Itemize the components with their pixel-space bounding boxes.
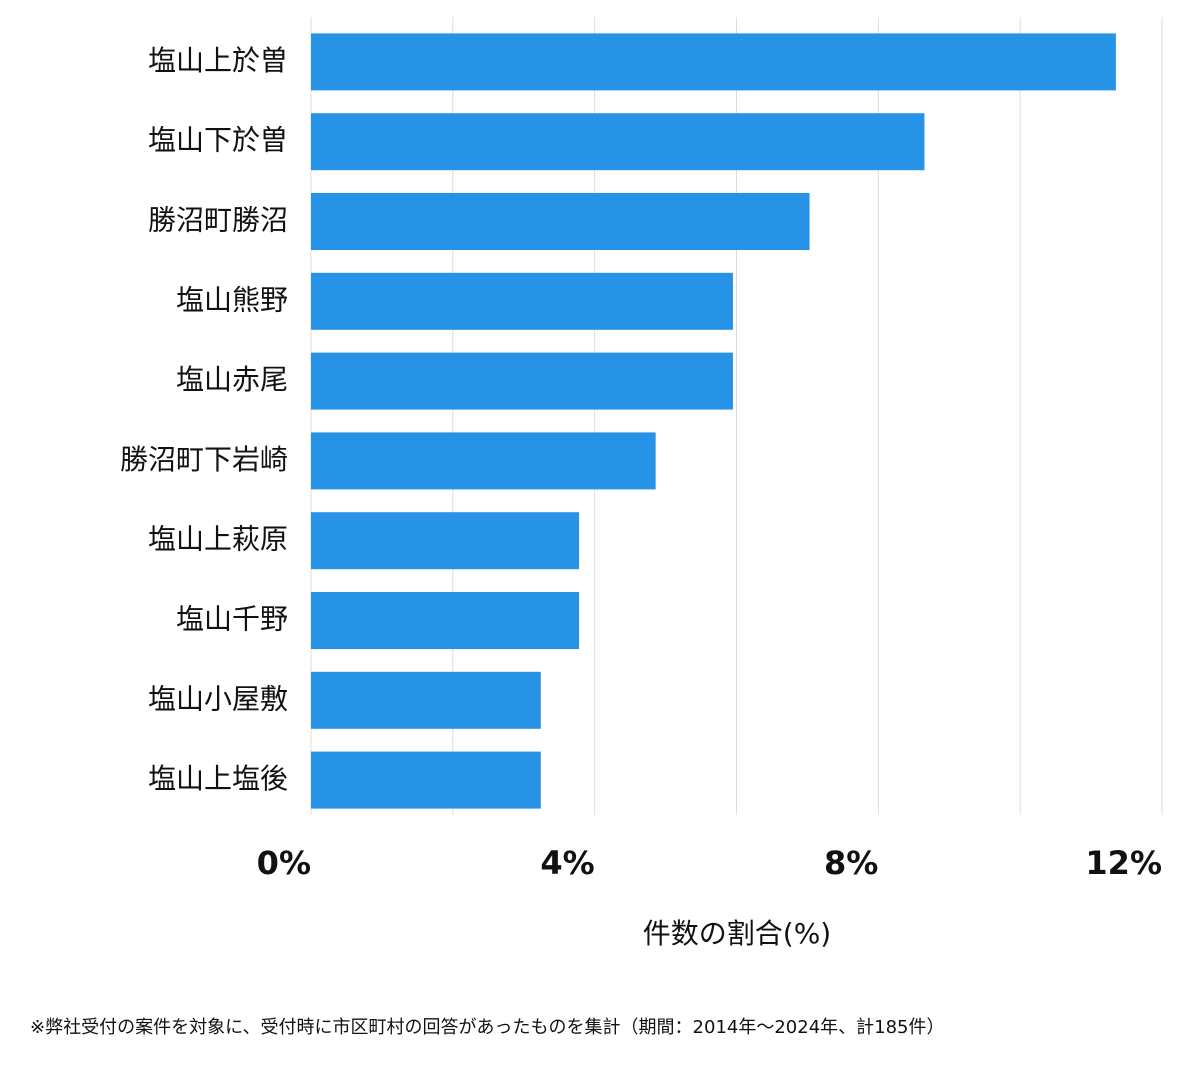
bar xyxy=(311,432,656,490)
bar xyxy=(311,671,541,729)
bar xyxy=(311,272,733,330)
x-tick-label: 4% xyxy=(540,844,594,882)
x-tick-label: 0% xyxy=(257,844,311,882)
bar xyxy=(311,113,925,171)
x-tick-label: 12% xyxy=(1085,844,1162,882)
y-tick-label: 塩山熊野 xyxy=(176,283,288,316)
y-tick-label: 塩山下於曽 xyxy=(148,124,288,157)
bar xyxy=(311,751,541,809)
y-tick-label: 勝沼町下岩崎 xyxy=(120,443,288,476)
y-tick-label: 勝沼町勝沼 xyxy=(148,204,288,237)
y-tick-label: 塩山小屋敷 xyxy=(148,682,288,715)
x-axis-title: 件数の割合(%) xyxy=(643,917,831,950)
y-tick-label: 塩山上萩原 xyxy=(148,523,288,556)
y-tick-label: 塩山赤尾 xyxy=(176,363,288,396)
bar xyxy=(311,33,1116,91)
bar xyxy=(311,592,580,649)
footnote: ※弊社受付の案件を対象に、受付時に市区町村の回答があったものを集計（期間：201… xyxy=(30,1017,945,1038)
x-tick-label: 8% xyxy=(824,844,878,882)
y-tick-label: 塩山千野 xyxy=(176,603,288,636)
y-tick-label: 塩山上塩後 xyxy=(148,762,288,795)
bar xyxy=(311,352,733,410)
y-tick-label: 塩山上於曽 xyxy=(148,44,288,77)
bar xyxy=(311,193,810,250)
bar xyxy=(311,512,580,570)
